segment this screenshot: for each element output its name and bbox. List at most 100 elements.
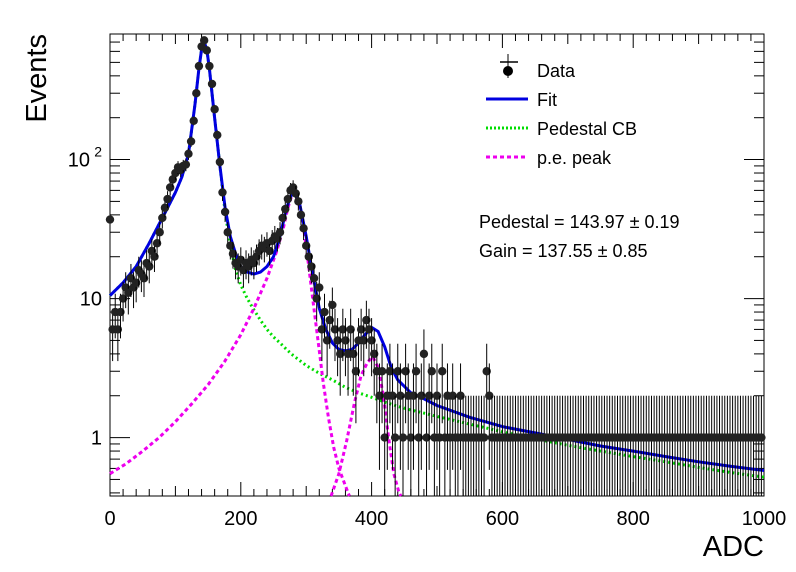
data-point (163, 191, 172, 209)
data-point (207, 79, 217, 89)
data-marker (390, 433, 400, 442)
data-marker (325, 315, 334, 325)
data-marker (220, 207, 230, 217)
data-point (427, 343, 436, 424)
data-point (113, 308, 123, 362)
data-point (419, 329, 429, 396)
data-marker (388, 391, 397, 400)
data-marker (118, 294, 128, 303)
fit-annotation: Pedestal = 143.97 ± 0.19 Gain = 137.55 ± 0… (479, 212, 680, 261)
data-point (194, 61, 204, 71)
data-marker (181, 160, 191, 169)
legend-item-data: Data (500, 54, 576, 81)
data-marker (422, 433, 431, 442)
data-marker (396, 391, 405, 400)
data-point (155, 222, 164, 245)
data-point (309, 263, 319, 298)
data-marker (330, 325, 340, 334)
data-marker (406, 433, 416, 442)
legend-label-fit: Fit (537, 90, 557, 110)
data-marker (150, 252, 159, 261)
data-marker (485, 391, 494, 400)
data-marker (281, 204, 290, 214)
data-point (160, 199, 170, 218)
data-point (150, 244, 159, 272)
data-marker (448, 391, 457, 400)
data-point (411, 343, 421, 424)
data-marker (317, 325, 327, 334)
data-marker (202, 46, 211, 55)
data-marker (370, 349, 379, 359)
data-marker (228, 249, 238, 258)
data-marker (207, 79, 217, 89)
data-point (325, 300, 334, 349)
legend-item-pedestal-cb: Pedestal CB (486, 119, 637, 139)
data-marker (131, 278, 141, 287)
data-point (485, 363, 494, 470)
data-point (205, 61, 214, 71)
data-point (432, 363, 442, 470)
data-marker (139, 274, 149, 283)
data-marker (364, 325, 374, 334)
data-point (456, 363, 465, 470)
data-point (215, 156, 225, 169)
data-marker (291, 189, 300, 198)
data-point (414, 395, 423, 496)
data-marker (302, 241, 311, 250)
data-point (448, 363, 457, 470)
pe-peak-2-curve (329, 355, 403, 497)
data-marker (205, 61, 214, 71)
legend-label-data: Data (537, 61, 576, 81)
data-point (338, 308, 348, 362)
legend-label-pedestal-cb: Pedestal CB (537, 119, 637, 139)
data-marker (375, 391, 384, 400)
data-point (406, 395, 416, 496)
data-marker (309, 274, 319, 283)
data-marker (124, 288, 133, 298)
data-point (417, 363, 426, 470)
data-point (124, 276, 133, 315)
data-point (364, 308, 374, 362)
data-point (333, 318, 342, 377)
data-marker (482, 367, 491, 376)
legend: Data Fit Pedestal CB p.e. peak (486, 54, 637, 168)
pe-peak-curve (109, 192, 351, 497)
y-axis-title: Events (21, 34, 53, 123)
data-point (158, 208, 167, 229)
data-marker (427, 367, 436, 376)
data-point (283, 191, 293, 209)
data-marker (105, 215, 115, 224)
data-point (165, 180, 175, 196)
data-point (401, 343, 410, 424)
data-marker (165, 183, 175, 192)
x-tick-label: 0 (104, 508, 115, 530)
data-marker (189, 116, 198, 125)
data-point (390, 395, 400, 496)
data-marker (307, 262, 316, 271)
data-marker (275, 228, 285, 237)
data-marker (304, 252, 314, 261)
data-marker (145, 262, 154, 271)
data-marker (328, 300, 337, 310)
x-tick-label: 400 (355, 508, 388, 530)
data-point (296, 206, 306, 226)
data-point (315, 272, 324, 309)
data-point (370, 329, 379, 396)
data-marker (168, 175, 177, 184)
data-marker (336, 349, 345, 359)
data-points (105, 36, 766, 496)
data-point (218, 184, 227, 201)
y-tick-label-exponent: 2 (94, 144, 102, 160)
data-point (105, 210, 115, 231)
legend-marker-data (503, 66, 513, 76)
data-marker (192, 89, 201, 98)
data-marker (438, 367, 447, 376)
data-point (757, 395, 766, 496)
data-marker (351, 367, 361, 376)
data-point (199, 36, 209, 45)
data-point (367, 318, 376, 377)
x-axis-title: ADC (703, 531, 764, 563)
data-marker (346, 325, 355, 334)
data-point (362, 300, 371, 349)
